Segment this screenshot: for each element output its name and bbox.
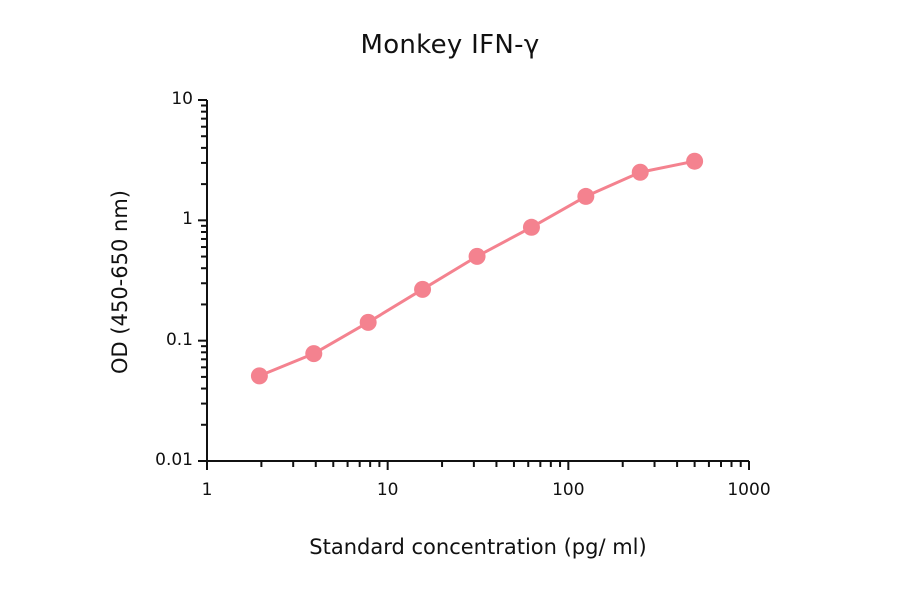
data-point-marker [468, 247, 486, 265]
y-tick-label: 0.01 [155, 450, 193, 470]
data-point-marker [522, 218, 540, 236]
x-tick-label: 1000 [727, 480, 771, 500]
chart-title: Monkey IFN-γ [360, 30, 540, 60]
data-point-marker [250, 367, 268, 385]
data-point-marker [577, 187, 595, 205]
data-point-marker [359, 313, 377, 331]
x-tick-label: 100 [552, 480, 585, 500]
data-point-marker [414, 280, 432, 298]
data-series [250, 152, 704, 385]
data-point-marker [305, 345, 323, 363]
y-tick-label: 1 [182, 209, 193, 230]
y-tick-label: 10 [171, 89, 193, 109]
y-tick-label: 0.1 [165, 329, 193, 350]
data-point-marker [686, 152, 704, 170]
axes [198, 99, 750, 470]
x-tick-label: 10 [376, 480, 399, 500]
x-tick-label: 1 [201, 480, 213, 500]
series-line [258, 159, 695, 378]
data-point-marker [631, 163, 649, 181]
x-axis-label: Standard concentration (pg/ ml) [309, 535, 647, 559]
y-axis-label: OD (450-650 nm) [108, 190, 132, 374]
